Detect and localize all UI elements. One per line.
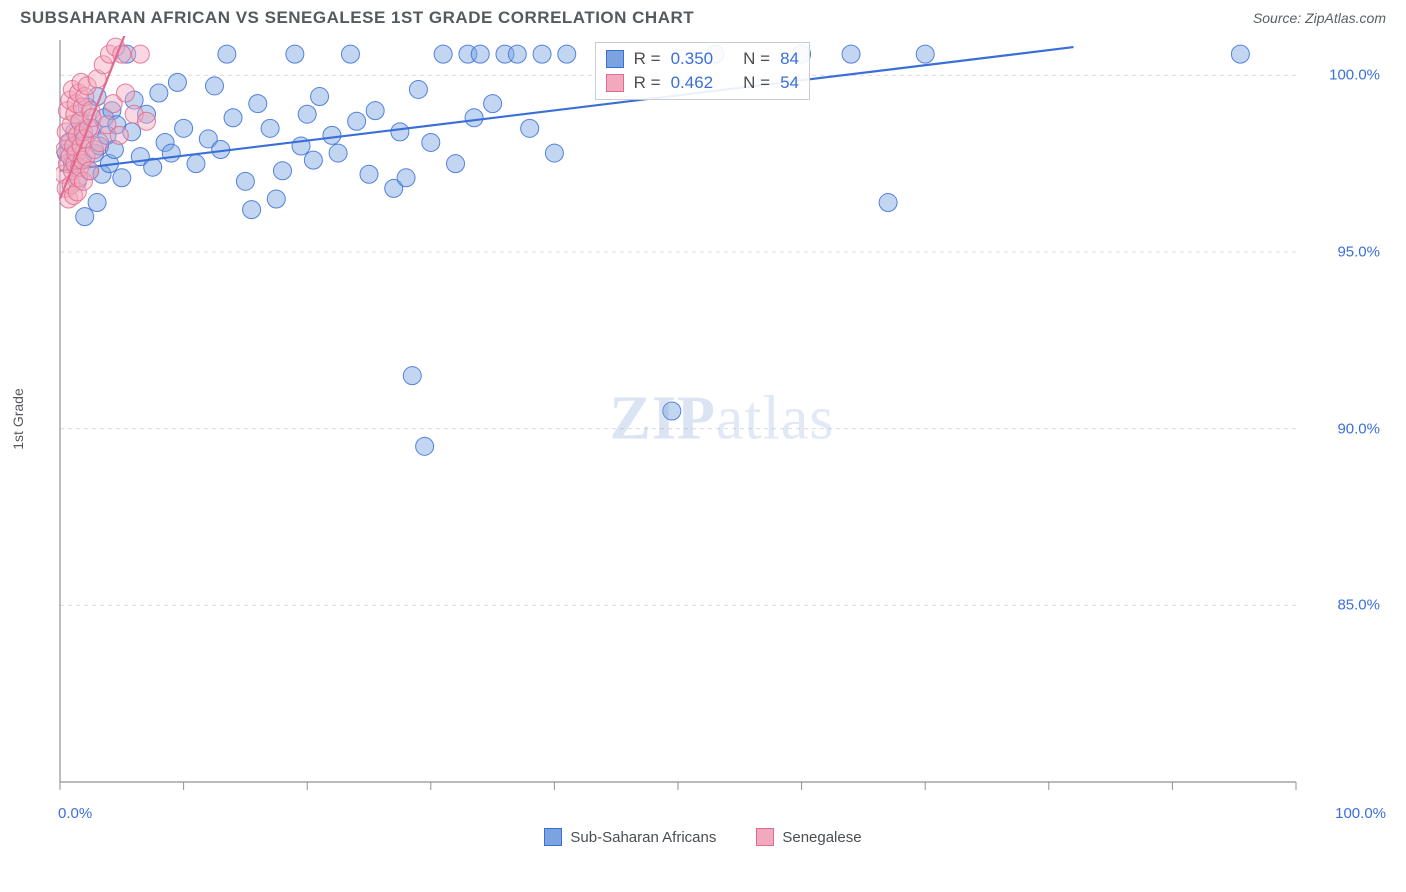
y-tick-label: 90.0% xyxy=(1337,420,1380,437)
stats-label-r: R = xyxy=(634,49,661,69)
stats-swatch xyxy=(606,74,624,92)
y-tick-label: 85.0% xyxy=(1337,597,1380,614)
stats-value-r: 0.350 xyxy=(671,49,714,69)
chart-source: Source: ZipAtlas.com xyxy=(1253,10,1386,26)
chart-title: SUBSAHARAN AFRICAN VS SENEGALESE 1ST GRA… xyxy=(20,8,694,28)
legend-label-senegalese: Senegalese xyxy=(782,829,861,846)
y-axis-label: 1st Grade xyxy=(10,388,26,449)
legend-item-senegalese: Senegalese xyxy=(756,828,861,846)
stats-row: R = 0.462 N = 54 xyxy=(606,71,799,95)
stats-swatch xyxy=(606,50,624,68)
legend-label-subsaharan: Sub-Saharan Africans xyxy=(570,829,716,846)
chart-header: SUBSAHARAN AFRICAN VS SENEGALESE 1ST GRA… xyxy=(0,0,1406,36)
scatter-chart-svg xyxy=(56,36,1386,796)
x-axis-min-label: 0.0% xyxy=(58,805,92,822)
stats-label-n: N = xyxy=(743,49,770,69)
legend-item-subsaharan: Sub-Saharan Africans xyxy=(544,828,716,846)
x-axis-max-label: 100.0% xyxy=(1335,805,1386,822)
stats-value-r: 0.462 xyxy=(671,73,714,93)
correlation-stats-box: R = 0.350 N = 84 R = 0.462 N = 54 xyxy=(595,42,810,100)
stats-row: R = 0.350 N = 84 xyxy=(606,47,799,71)
legend-swatch-subsaharan xyxy=(544,828,562,846)
y-tick-label: 100.0% xyxy=(1329,67,1380,84)
plot-area: 1st Grade ZIPatlas R =0.350N =84R =0.462… xyxy=(56,36,1388,801)
legend-swatch-senegalese xyxy=(756,828,774,846)
stats-label-n: N = xyxy=(743,73,770,93)
stats-label-r: R = xyxy=(634,73,661,93)
stats-value-n: 54 xyxy=(780,73,799,93)
x-axis-end-labels: 0.0% 100.0% xyxy=(56,805,1388,822)
legend: Sub-Saharan Africans Senegalese xyxy=(0,822,1406,846)
stats-value-n: 84 xyxy=(780,49,799,69)
y-tick-label: 95.0% xyxy=(1337,244,1380,261)
